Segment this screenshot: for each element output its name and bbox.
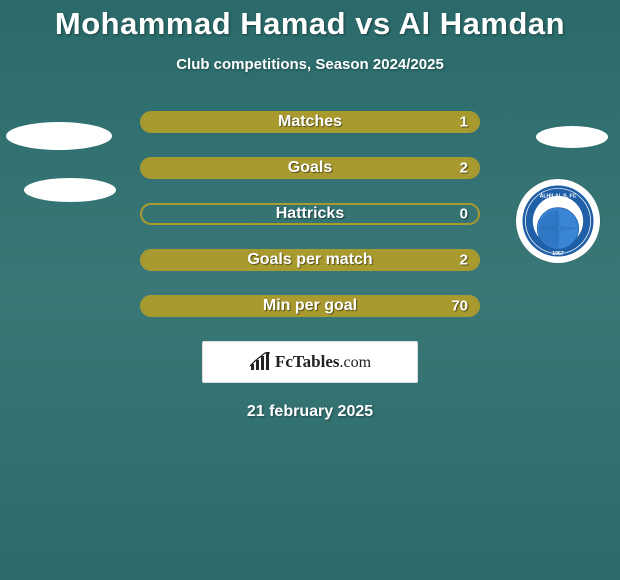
decor-ellipse (6, 122, 112, 150)
stat-label: Matches (278, 113, 342, 131)
brand-box: FcTables.com (202, 341, 418, 383)
date-text: 21 february 2025 (0, 403, 620, 421)
decor-ellipse (536, 126, 608, 148)
page-title: Mohammad Hamad vs Al Hamdan (0, 6, 620, 42)
stat-value-right: 2 (460, 160, 468, 177)
stat-row: Goals 2 (140, 157, 480, 179)
stat-value-right: 2 (460, 252, 468, 269)
stat-value-right: 1 (460, 114, 468, 131)
content-wrapper: Mohammad Hamad vs Al Hamdan Club competi… (0, 0, 620, 421)
subtitle: Club competitions, Season 2024/2025 (0, 56, 620, 73)
brand-text: FcTables.com (275, 352, 371, 372)
svg-text:ALHILAL S. FC: ALHILAL S. FC (540, 193, 577, 199)
stat-label: Goals (288, 159, 332, 177)
stat-label: Hattricks (276, 205, 344, 223)
alhilal-badge-icon: ALHILAL S. FC 1957 (521, 184, 595, 258)
stat-row: Hattricks 0 (140, 203, 480, 225)
stat-label: Min per goal (263, 297, 357, 315)
stat-value-right: 70 (451, 298, 468, 315)
brand-chart-icon (249, 352, 273, 372)
brand-suffix: .com (340, 354, 372, 371)
stat-label: Goals per match (247, 251, 372, 269)
decor-ellipse (24, 178, 116, 202)
stat-row: Goals per match 2 (140, 249, 480, 271)
stat-value-right: 0 (460, 206, 468, 223)
brand-name: FcTables (275, 352, 340, 371)
stat-row: Matches 1 (140, 111, 480, 133)
stat-row: Min per goal 70 (140, 295, 480, 317)
club-badge-right: ALHILAL S. FC 1957 (516, 179, 600, 263)
svg-text:1957: 1957 (552, 251, 564, 257)
